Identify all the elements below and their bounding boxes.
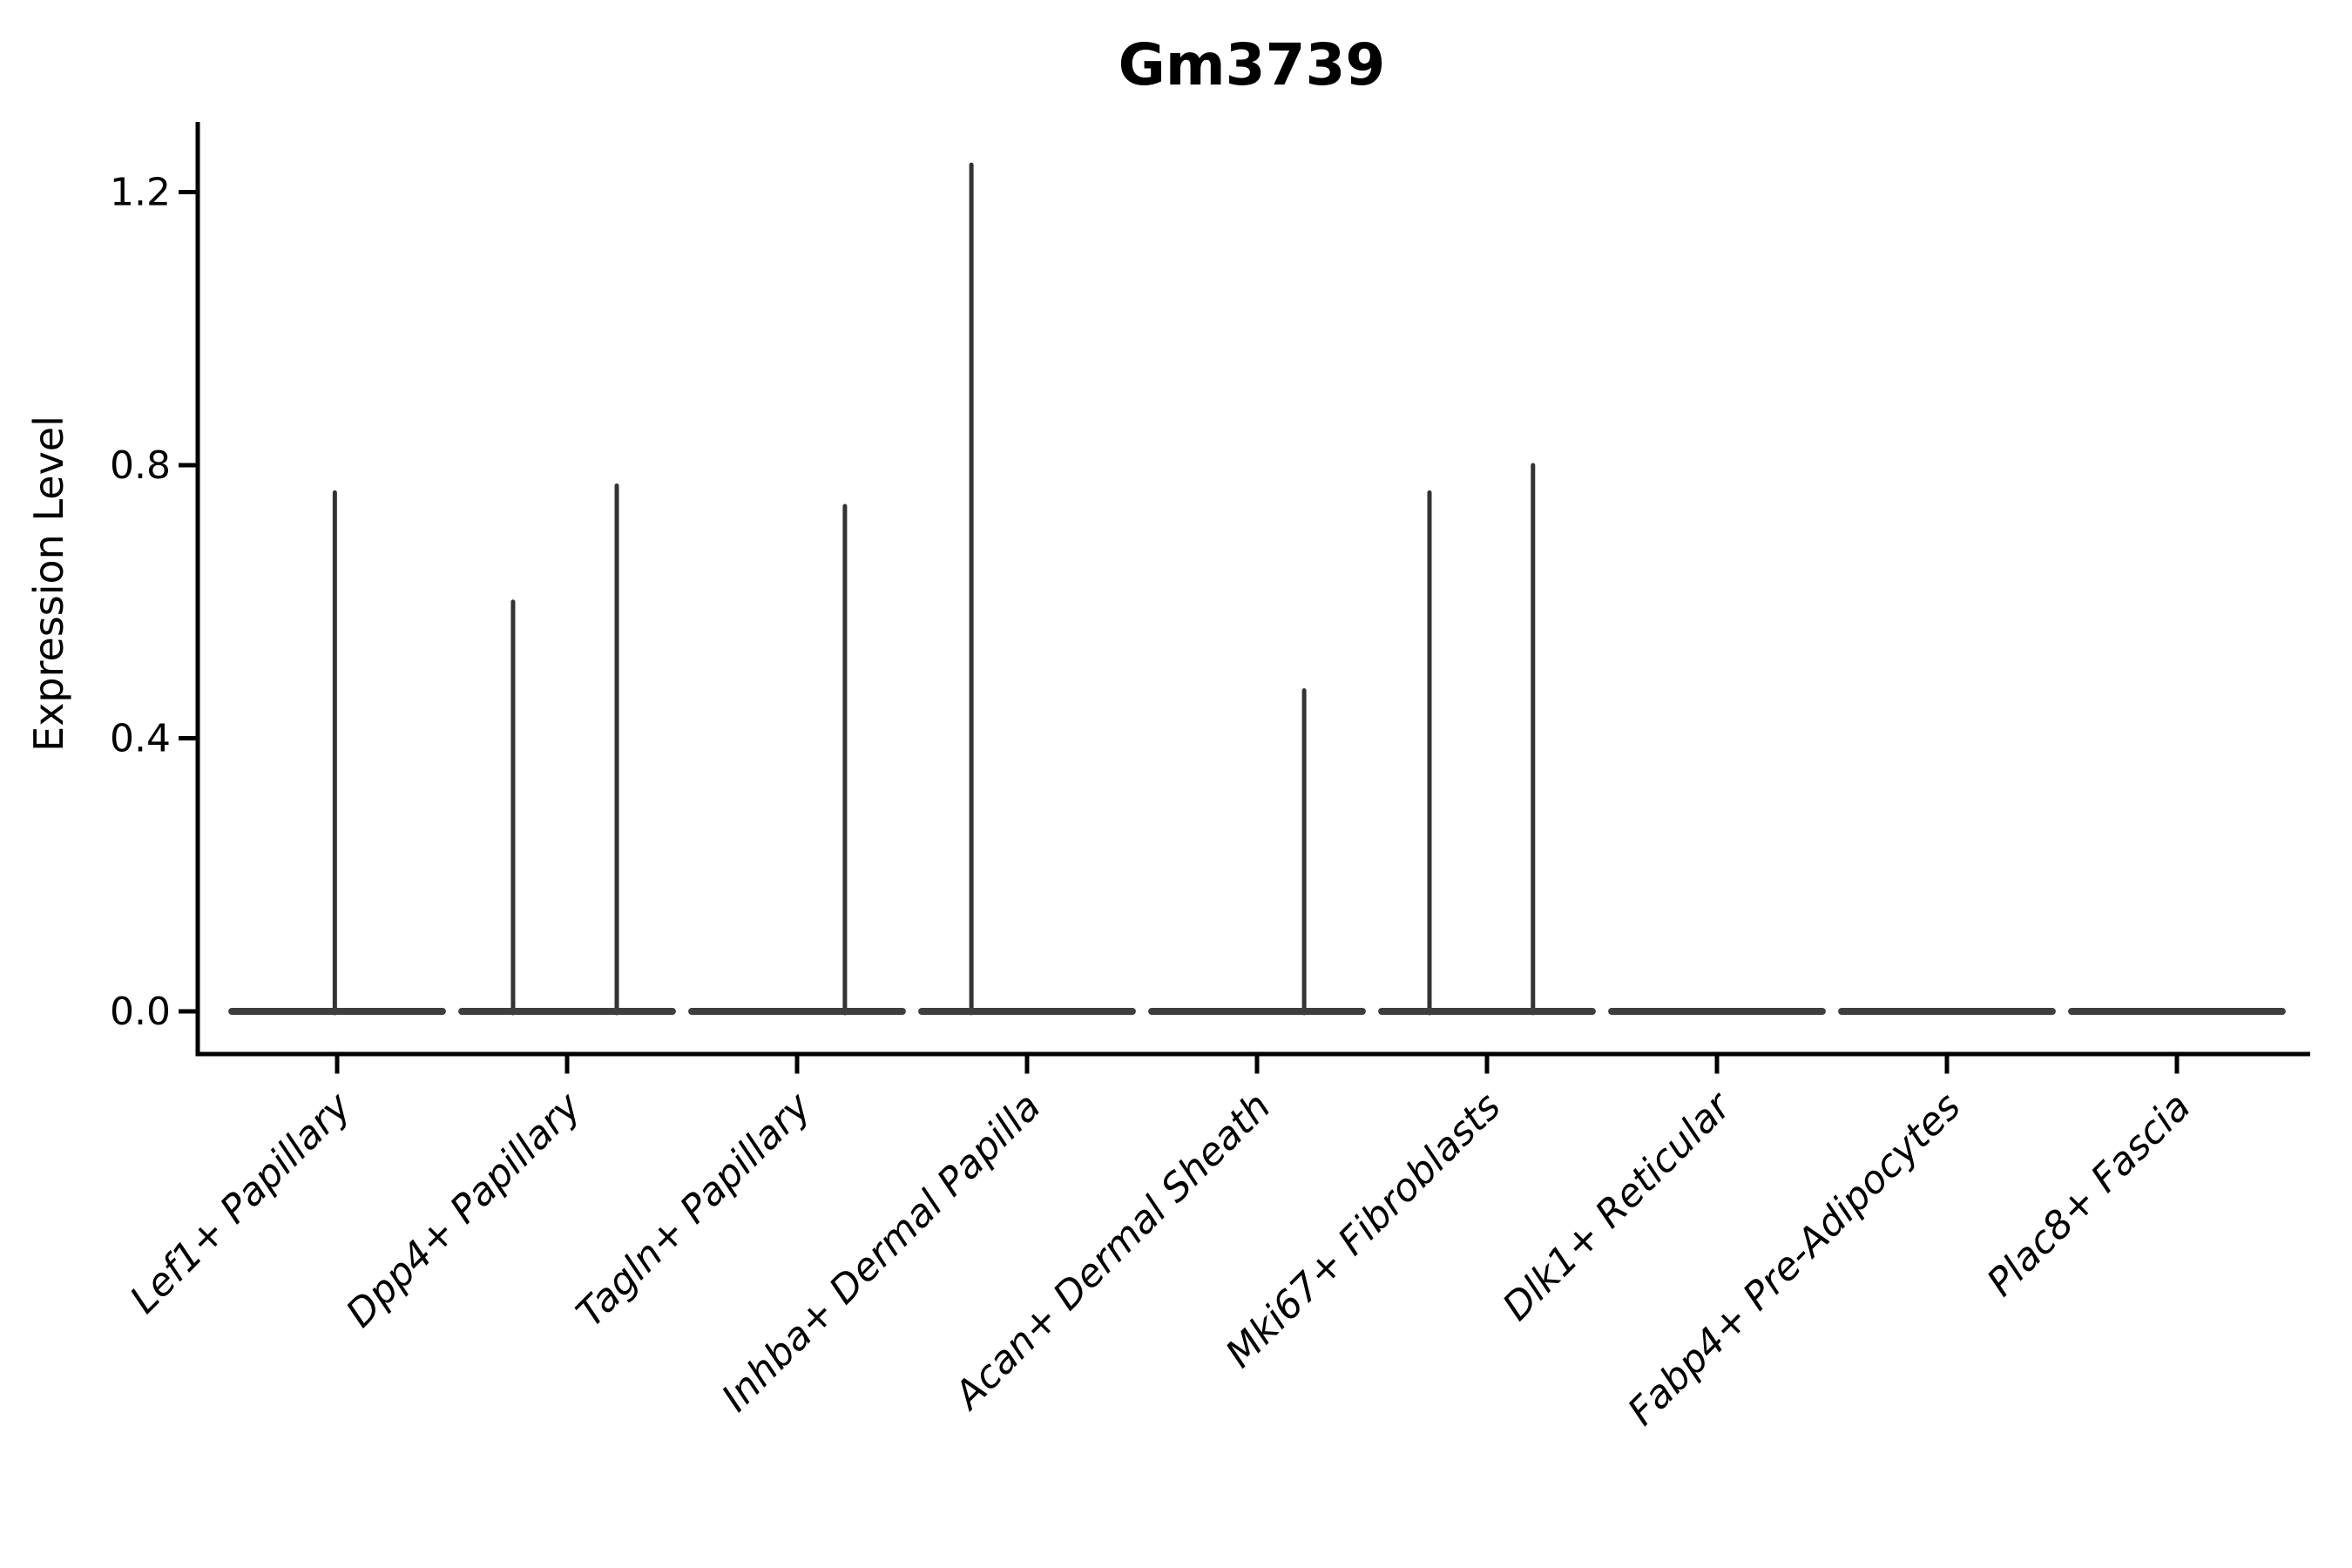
x-tick-label: Tagln+ Papillary <box>568 1084 820 1335</box>
y-tick-label: 0.4 <box>110 717 171 761</box>
x-tick-label: Plac8+ Fascia <box>1978 1085 2199 1305</box>
y-tick-label: 1.2 <box>110 171 171 215</box>
x-tick-label: Dlk1+ Reticular <box>1494 1083 1740 1329</box>
x-tick-label: Dpp4+ Papillary <box>338 1084 591 1336</box>
y-tick-label: 0.8 <box>110 443 171 488</box>
chart-title: Gm3739 <box>1119 31 1386 98</box>
y-axis-label: Expression Level <box>25 416 72 752</box>
x-tick-label: Lef1+ Papillary <box>122 1084 361 1322</box>
y-tick-label: 0.0 <box>110 990 171 1034</box>
